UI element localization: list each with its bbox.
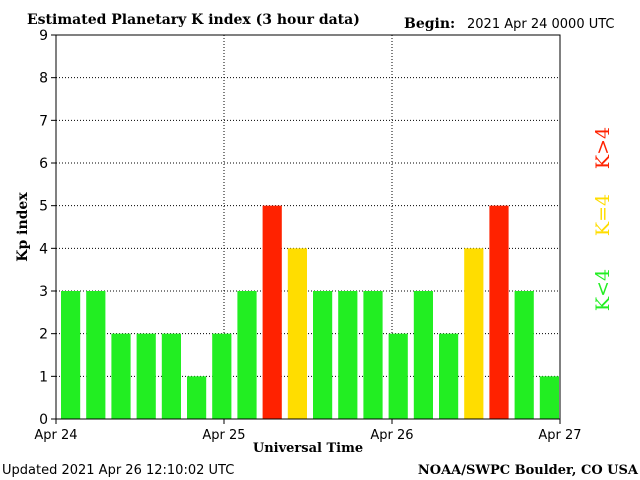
x-tick-label: Apr 24	[34, 428, 77, 443]
chart-title: Estimated Planetary K index (3 hour data…	[27, 12, 360, 28]
kp-bar	[539, 376, 559, 419]
kp-bar	[86, 291, 106, 419]
legend: K<4 K=4 K>4	[592, 127, 614, 311]
kp-bar	[136, 333, 156, 419]
bars	[61, 205, 559, 419]
y-tick-label: 1	[39, 369, 48, 385]
legend-item: K>4	[592, 127, 614, 169]
y-tick-label: 9	[39, 28, 48, 44]
kp-bar	[61, 291, 81, 419]
y-tick-label: 2	[39, 327, 48, 343]
begin-label: Begin:	[404, 16, 455, 32]
kp-bar	[287, 248, 307, 419]
y-tick-label: 6	[39, 156, 48, 172]
legend-item: K<4	[592, 269, 614, 311]
kp-bar	[262, 205, 282, 419]
y-tick-label: 3	[39, 284, 48, 300]
kp-bar	[489, 205, 509, 419]
kp-bar	[514, 291, 534, 419]
kp-bar	[161, 333, 181, 419]
kp-bar	[237, 291, 257, 419]
y-tick-label: 7	[39, 113, 48, 129]
x-axis: Apr 24 Apr 25 Apr 26 Apr 27	[34, 419, 582, 443]
kp-bar	[363, 291, 383, 419]
kp-bar	[313, 291, 333, 419]
y-tick-label: 5	[39, 199, 48, 215]
credit-label: NOAA/SWPC Boulder, CO USA	[418, 463, 639, 478]
x-axis-label: Universal Time	[253, 441, 363, 456]
kp-bar	[212, 333, 232, 419]
grid-lines	[56, 35, 560, 419]
kp-bar	[111, 333, 131, 419]
x-tick-label: Apr 25	[202, 428, 245, 443]
kp-bar	[413, 291, 433, 419]
x-tick-label: Apr 26	[370, 428, 413, 443]
begin-value: 2021 Apr 24 0000 UTC	[467, 17, 615, 32]
y-tick-label: 8	[39, 71, 48, 87]
y-axis: 0 1 2 3 4 5 6 7 8 9	[39, 28, 56, 428]
kp-bar	[388, 333, 408, 419]
kp-bar	[187, 376, 207, 419]
legend-item: K=4	[592, 194, 614, 236]
y-tick-label: 0	[39, 412, 48, 428]
updated-timestamp: Updated 2021 Apr 26 12:10:02 UTC	[2, 463, 234, 478]
kp-bar	[464, 248, 484, 419]
kp-bar	[439, 333, 459, 419]
y-tick-label: 4	[39, 241, 48, 257]
plot-area	[55, 34, 561, 420]
y-axis-label: Kp index	[15, 192, 31, 262]
x-tick-label: Apr 27	[538, 428, 581, 443]
kp-bar	[338, 291, 358, 419]
